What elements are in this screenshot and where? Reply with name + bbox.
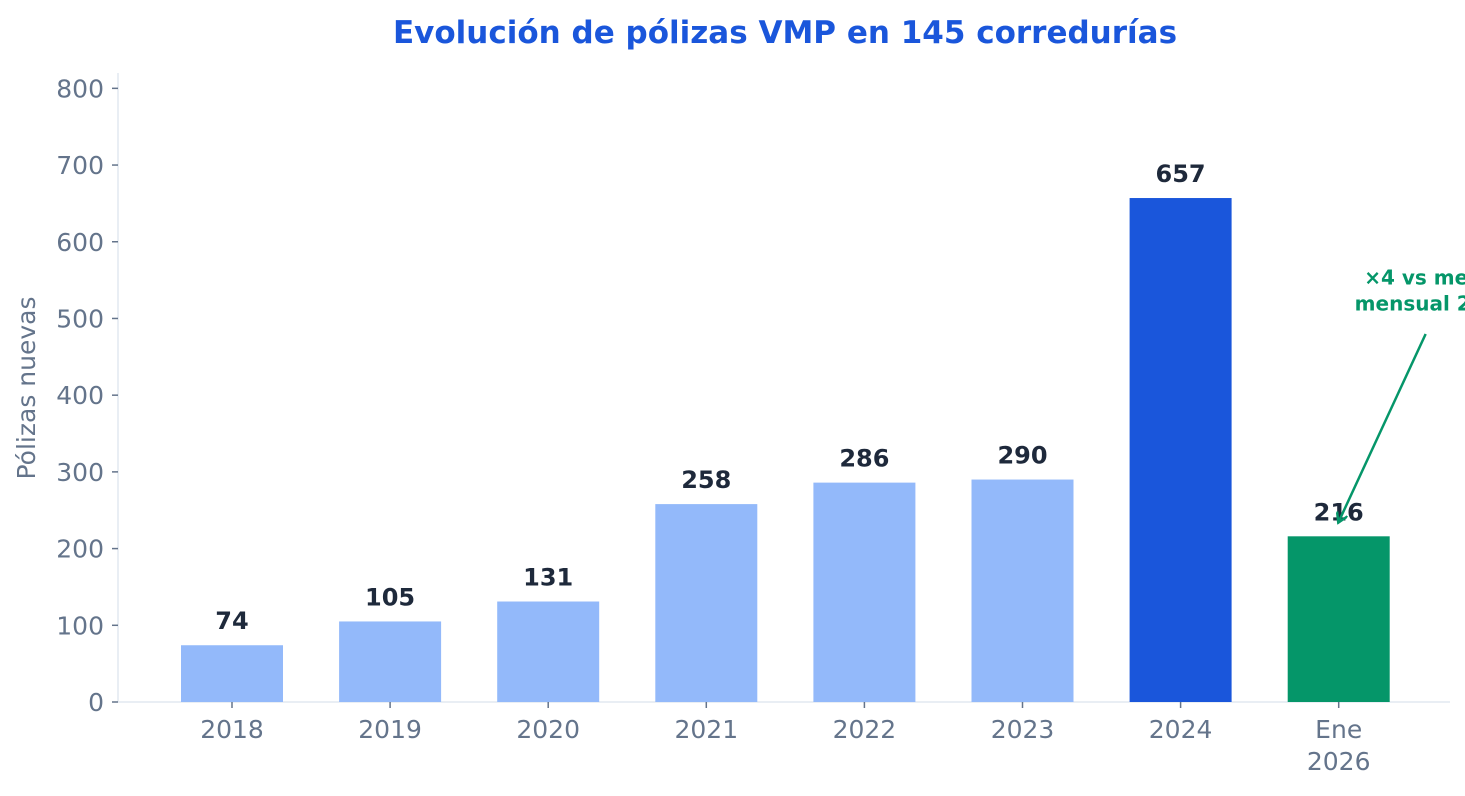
y-tick-label: 400	[56, 381, 104, 410]
annotation-arrow	[1339, 333, 1427, 522]
value-label: 74	[215, 607, 248, 635]
bars-group	[181, 198, 1390, 702]
value-label: 131	[523, 564, 573, 592]
y-axis-ticks: 0 100 200 300 400 500 600 700 800	[56, 74, 118, 717]
y-tick-label: 600	[56, 228, 104, 257]
bar	[339, 621, 442, 702]
y-tick-label: 0	[88, 688, 104, 717]
annotation-group: ×4 vs mediamensual 2024	[1339, 265, 1465, 521]
x-tick-label: 2020	[516, 715, 580, 744]
value-label: 216	[1314, 498, 1364, 526]
x-tick-label: 2022	[833, 715, 897, 744]
value-label: 290	[997, 442, 1047, 470]
x-tick-label: 2021	[674, 715, 738, 744]
annotation-text: ×4 vs mediamensual 2024	[1355, 265, 1465, 315]
x-tick-label: 2019	[358, 715, 422, 744]
bar	[181, 645, 283, 702]
chart-title: Evolución de pólizas VMP en 145 corredur…	[393, 15, 1177, 51]
bar	[1287, 536, 1390, 702]
y-tick-label: 100	[56, 611, 104, 640]
y-tick-label: 300	[56, 458, 104, 487]
y-tick-label: 200	[56, 535, 104, 564]
x-tick-label: 2023	[991, 715, 1055, 744]
x-axis-ticks: 2018 2019 2020 2021 2022 2023 2024 Ene 2026	[200, 702, 1371, 776]
bar	[655, 504, 758, 702]
bar	[497, 601, 600, 702]
value-label: 286	[839, 445, 889, 473]
y-tick-label: 500	[56, 304, 104, 333]
value-labels-group: 74 105 131 258 286 290 657 216	[215, 160, 1363, 635]
y-tick-label: 700	[56, 151, 104, 180]
x-tick-label: 2024	[1149, 715, 1213, 744]
bar	[1129, 198, 1232, 702]
bar	[971, 479, 1074, 702]
y-tick-label: 800	[56, 74, 104, 103]
x-tick-label: Ene 2026	[1307, 715, 1371, 776]
value-label: 258	[681, 466, 731, 494]
bar	[813, 482, 916, 702]
value-label: 105	[365, 583, 415, 611]
value-label: 657	[1156, 160, 1206, 188]
y-axis-label: Pólizas nuevas	[12, 297, 41, 480]
x-tick-label: 2018	[200, 715, 264, 744]
